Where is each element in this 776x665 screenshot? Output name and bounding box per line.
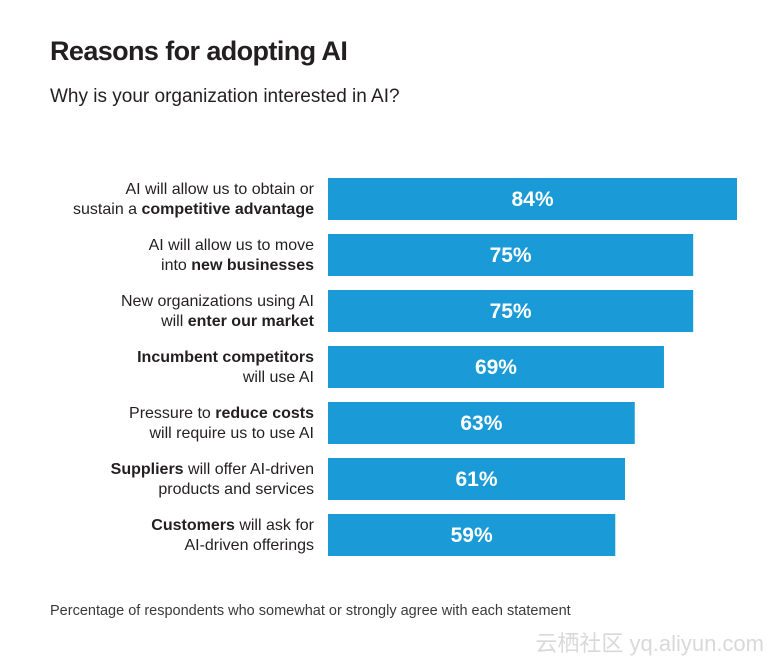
- chart-title: Reasons for adopting AI: [50, 36, 348, 66]
- chart-subtitle: Why is your organization interested in A…: [50, 86, 400, 107]
- bar-value-label: 75%: [490, 244, 532, 267]
- bar: [328, 346, 664, 388]
- watermark: 云栖社区 yq.aliyun.com: [535, 631, 764, 656]
- category-label: AI will allow us to obtain or: [125, 181, 314, 198]
- category-label: sustain a competitive advantage: [73, 201, 314, 218]
- category-label: will use AI: [242, 369, 314, 386]
- category-label: products and services: [158, 481, 314, 498]
- bar: [328, 458, 626, 500]
- category-label: Incumbent competitors: [137, 349, 314, 366]
- category-label: into new businesses: [161, 257, 314, 274]
- bar-value-label: 75%: [490, 300, 532, 323]
- category-label: AI-driven offerings: [184, 537, 314, 554]
- bar-value-label: 84%: [511, 188, 553, 211]
- bar-value-label: 63%: [460, 412, 502, 435]
- bar: [328, 402, 635, 444]
- category-label: Pressure to reduce costs: [129, 405, 314, 422]
- category-label: will enter our market: [160, 313, 315, 330]
- bar-value-label: 61%: [455, 468, 497, 491]
- bar: [328, 234, 694, 276]
- bar-value-label: 59%: [451, 524, 493, 547]
- category-label: AI will allow us to move: [149, 237, 314, 254]
- bar: [328, 514, 616, 556]
- chart-footnote: Percentage of respondents who somewhat o…: [50, 603, 571, 619]
- category-label: will require us to use AI: [148, 425, 314, 442]
- category-label: New organizations using AI: [121, 293, 314, 310]
- bar: [328, 290, 694, 332]
- category-label: Suppliers will offer AI-driven: [111, 461, 314, 478]
- bar-value-label: 69%: [475, 356, 517, 379]
- bar: [328, 178, 737, 220]
- category-label: Customers will ask for: [151, 517, 314, 534]
